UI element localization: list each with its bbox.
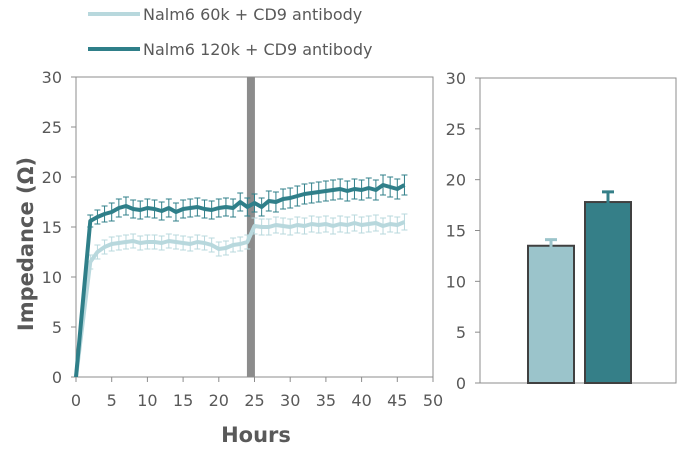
line-x-tick-label: 45	[387, 391, 407, 410]
line-y-tick-label: 5	[52, 318, 62, 337]
line-x-tick-label: 35	[316, 391, 336, 410]
line-x-tick-label: 50	[423, 391, 443, 410]
legend: Nalm6 60k + CD9 antibody Nalm6 120k + CD…	[88, 5, 372, 59]
line-x-tick-label: 5	[107, 391, 117, 410]
bar-1	[584, 201, 632, 384]
bar-y-tick-label: 10	[446, 272, 466, 291]
bar-chart: 0 5 10 15 20 25 30	[446, 69, 677, 393]
line-y-tick-label: 25	[42, 118, 62, 137]
bar-y-tick-label: 25	[446, 120, 466, 139]
series-line	[74, 220, 406, 378]
line-x-tick-label: 20	[209, 391, 229, 410]
bar-0	[527, 244, 575, 384]
line-y-tick-label: 20	[42, 168, 62, 187]
line-x-tick-label: 25	[244, 391, 264, 410]
line-x-tick-label: 30	[280, 391, 300, 410]
line-y-tick-label: 10	[42, 268, 62, 287]
series-line	[74, 183, 406, 378]
line-x-tick-label: 0	[71, 391, 81, 410]
line-series-0	[74, 213, 408, 378]
line-x-tick-label: 10	[137, 391, 157, 410]
bar-y-axis: 0 5 10 15 20 25 30	[446, 69, 480, 393]
legend-label-60k: Nalm6 60k + CD9 antibody	[143, 5, 362, 24]
x-axis-title: Hours	[221, 423, 291, 447]
line-y-axis: 0 5 10 15 20 25 30	[42, 68, 76, 387]
line-x-axis: 0 5 10 15 20 25 30 35 40 45 50	[71, 377, 443, 410]
legend-label-120k: Nalm6 120k + CD9 antibody	[143, 40, 372, 59]
y-axis-title: Impedance (Ω)	[14, 157, 38, 331]
bar-group	[527, 190, 632, 384]
line-x-tick-label: 15	[173, 391, 193, 410]
line-x-tick-label: 40	[351, 391, 371, 410]
bar-y-tick-label: 0	[456, 374, 466, 393]
bar-y-tick-label: 30	[446, 69, 466, 88]
bar-plot-frame	[479, 77, 677, 384]
bar-y-tick-label: 15	[446, 222, 466, 241]
time-marker-bar	[246, 77, 255, 377]
bar-y-tick-label: 5	[456, 323, 466, 342]
line-chart: 0 5 10 15 20 25 30 0 5 10 15 20 25 30 35 40 45 50 Impeda…	[14, 68, 443, 447]
line-y-tick-label: 15	[42, 218, 62, 237]
line-y-tick-label: 0	[52, 368, 62, 387]
line-series-group	[74, 174, 408, 378]
line-y-tick-label: 30	[42, 68, 62, 87]
line-series-1	[74, 174, 408, 378]
bar-y-tick-label: 20	[446, 171, 466, 190]
